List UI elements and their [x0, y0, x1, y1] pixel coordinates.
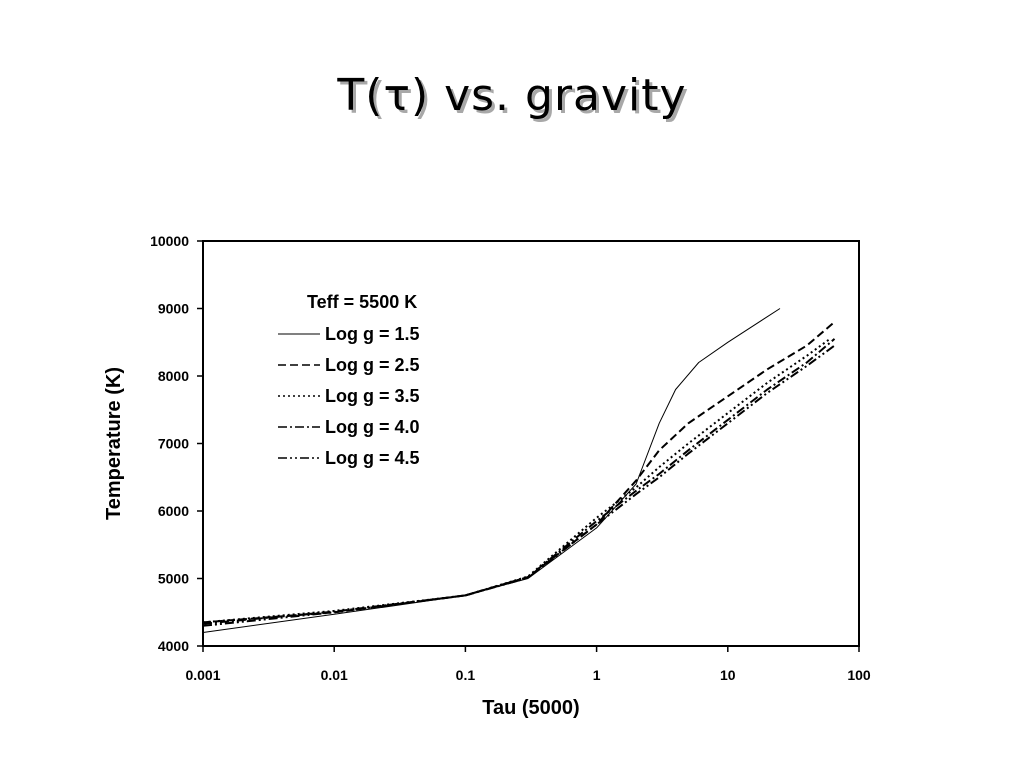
legend-label-2: Log g = 3.5 — [325, 386, 420, 406]
legend-label-3: Log g = 4.0 — [325, 417, 420, 437]
legend-label-0: Log g = 1.5 — [325, 324, 420, 344]
legend-label-1: Log g = 2.5 — [325, 355, 420, 375]
x-tick-label: 0.001 — [185, 667, 220, 683]
y-tick-label: 10000 — [150, 233, 189, 249]
plot-frame — [202, 240, 860, 647]
y-tick-label: 9000 — [158, 301, 189, 317]
x-tick-label: 0.01 — [321, 667, 348, 683]
legend-label-4: Log g = 4.5 — [325, 448, 420, 468]
y-axis-title: Temperature (K) — [103, 367, 125, 520]
series-line-1 — [202, 321, 836, 624]
x-tick-label: 1 — [593, 667, 601, 683]
series-line-4 — [202, 344, 836, 627]
y-tick-label: 4000 — [158, 638, 189, 654]
x-axis-title: Tau (5000) — [482, 697, 579, 719]
legend-title: Teff = 5500 K — [307, 292, 417, 312]
x-tick-label: 100 — [847, 667, 871, 683]
slide-title: T(τ) vs. gravity — [337, 70, 687, 121]
legend: Teff = 5500 K Log g = 1.5 Log g = 2.5 Log … — [278, 292, 420, 468]
axis-ticks: 0.001 0.01 0.1 1 10 100 4000 5000 6000 7000 8000 90… — [150, 233, 871, 683]
y-tick-label: 7000 — [158, 436, 189, 452]
y-tick-label: 5000 — [158, 571, 189, 587]
x-tick-label: 10 — [720, 667, 736, 683]
y-tick-label: 6000 — [158, 503, 189, 519]
x-tick-label: 0.1 — [456, 667, 476, 683]
y-tick-label: 8000 — [158, 368, 189, 384]
series-line-0 — [202, 308, 781, 633]
plot-lines — [202, 308, 836, 633]
